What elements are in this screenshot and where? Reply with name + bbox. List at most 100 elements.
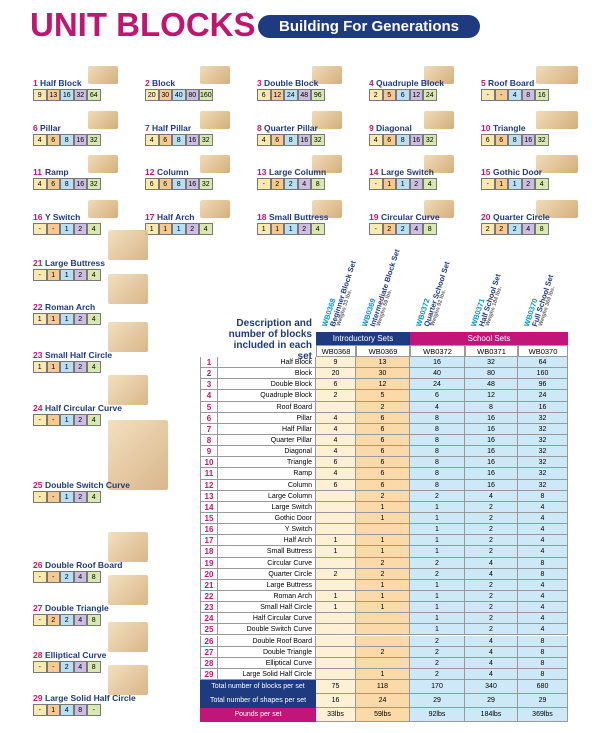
total-cell: 340 (465, 680, 518, 695)
table-cell: 8 (410, 412, 465, 424)
block-image (88, 66, 118, 84)
count-cell: 2 (494, 222, 508, 235)
block-number: 15 (481, 167, 491, 177)
count-cell: 2 (46, 614, 60, 626)
table-cell: 12 (356, 379, 410, 391)
table-cell (356, 624, 410, 636)
total-cell: 16 (316, 694, 356, 709)
title-mark: * (244, 8, 250, 24)
block-image (200, 110, 230, 129)
row-number: 11 (200, 468, 218, 480)
count-cell: 8 (172, 178, 186, 190)
table-cell: 2 (356, 568, 410, 580)
block-name: Small Buttress (269, 211, 329, 222)
block-number: 9 (369, 122, 374, 133)
count-cell: 1 (60, 269, 74, 281)
count-cell: 6 (46, 133, 60, 146)
table-cell: 2 (356, 401, 410, 413)
count-cell: 1 (60, 414, 74, 426)
table-cell: 2 (465, 602, 518, 614)
row-name: Large Buttress (218, 579, 316, 591)
block-name: Y Switch (45, 211, 81, 222)
table-cell: 32 (465, 357, 518, 369)
block-name: Double Roof Board (45, 560, 123, 570)
table-cell: 1 (356, 512, 410, 525)
block-image (312, 155, 342, 173)
row-number: 16 (200, 524, 218, 536)
table-cell: 2 (356, 557, 410, 569)
total-cell: 118 (356, 680, 410, 695)
table-cell: 8 (518, 635, 568, 647)
total-cell: 24 (356, 694, 410, 709)
table-cell: 8 (410, 468, 465, 480)
count-cell: 16 (297, 133, 311, 146)
table-cell: 2 (410, 646, 465, 658)
block-image (536, 66, 578, 84)
row-number: 20 (200, 568, 218, 580)
count-cell: 1 (270, 222, 284, 235)
block-number: 24 (33, 403, 43, 413)
row-name: Small Buttress (218, 546, 316, 558)
block-number: 13 (257, 167, 267, 177)
table-cell: 6 (356, 479, 410, 491)
count-cell: - (33, 222, 47, 235)
count-cell: 6 (145, 178, 159, 190)
count-cell: 4 (87, 269, 101, 281)
table-cell: 96 (518, 379, 568, 391)
count-cell: 1 (158, 222, 172, 235)
block-number: 17 (145, 211, 155, 222)
block-number: 5 (481, 78, 486, 88)
row-name: Ramp (218, 468, 316, 480)
count-cell: 2 (73, 491, 87, 503)
total-label: Total number of blocks per set (200, 680, 316, 695)
row-name: Block (218, 368, 316, 380)
block-name: Large Switch (381, 167, 434, 177)
table-cell: 6 (356, 468, 410, 480)
row-number: 7 (200, 423, 218, 435)
total-cell: 184lbs (465, 708, 518, 723)
count-cell: 2 (73, 269, 87, 281)
block-name: Gothic Door (493, 167, 543, 177)
count-cell: 8 (311, 178, 325, 190)
count-cell: 2 (270, 178, 284, 190)
count-cell: 8 (60, 133, 74, 146)
row-name: Quarter Circle (218, 568, 316, 580)
table-cell: 48 (465, 379, 518, 391)
table-cell: 4 (316, 468, 356, 480)
count-cell: 8 (396, 133, 410, 146)
table-cell: 1 (410, 501, 465, 513)
count-cell: - (33, 414, 47, 426)
table-cell: 4 (465, 657, 518, 669)
table-cell: 16 (465, 434, 518, 447)
count-cell: 8 (423, 222, 437, 235)
row-number: 3 (200, 379, 218, 391)
table-cell: 2 (410, 490, 465, 502)
table-cell: 2 (356, 646, 410, 658)
count-cell: 32 (535, 133, 549, 146)
table-cell (316, 624, 356, 636)
count-cell: 12 (270, 89, 284, 101)
total-cell: 29 (410, 694, 465, 709)
count-cell: 8 (535, 222, 549, 235)
count-cell: 12 (409, 89, 423, 101)
count-cell: - (481, 89, 495, 101)
count-cell: 1 (46, 269, 60, 281)
table-cell (316, 579, 356, 591)
count-cell: 2 (60, 571, 74, 583)
row-number: 15 (200, 512, 218, 525)
table-cell (356, 524, 410, 536)
table-cell: 8 (518, 557, 568, 569)
row-name: Quadruple Block (218, 390, 316, 402)
table-cell: 16 (465, 412, 518, 424)
block-number: 16 (33, 211, 43, 222)
table-cell: 2 (465, 590, 518, 603)
table-cell: 1 (356, 579, 410, 591)
row-number: 21 (200, 579, 218, 591)
block-number: 10 (481, 122, 491, 133)
table-cell: 2 (465, 512, 518, 525)
count-cell: 2 (284, 178, 298, 190)
count-cell: 8 (508, 133, 522, 146)
row-number: 22 (200, 590, 218, 603)
count-cell: 1 (396, 178, 410, 190)
row-name: Gothic Door (218, 512, 316, 525)
